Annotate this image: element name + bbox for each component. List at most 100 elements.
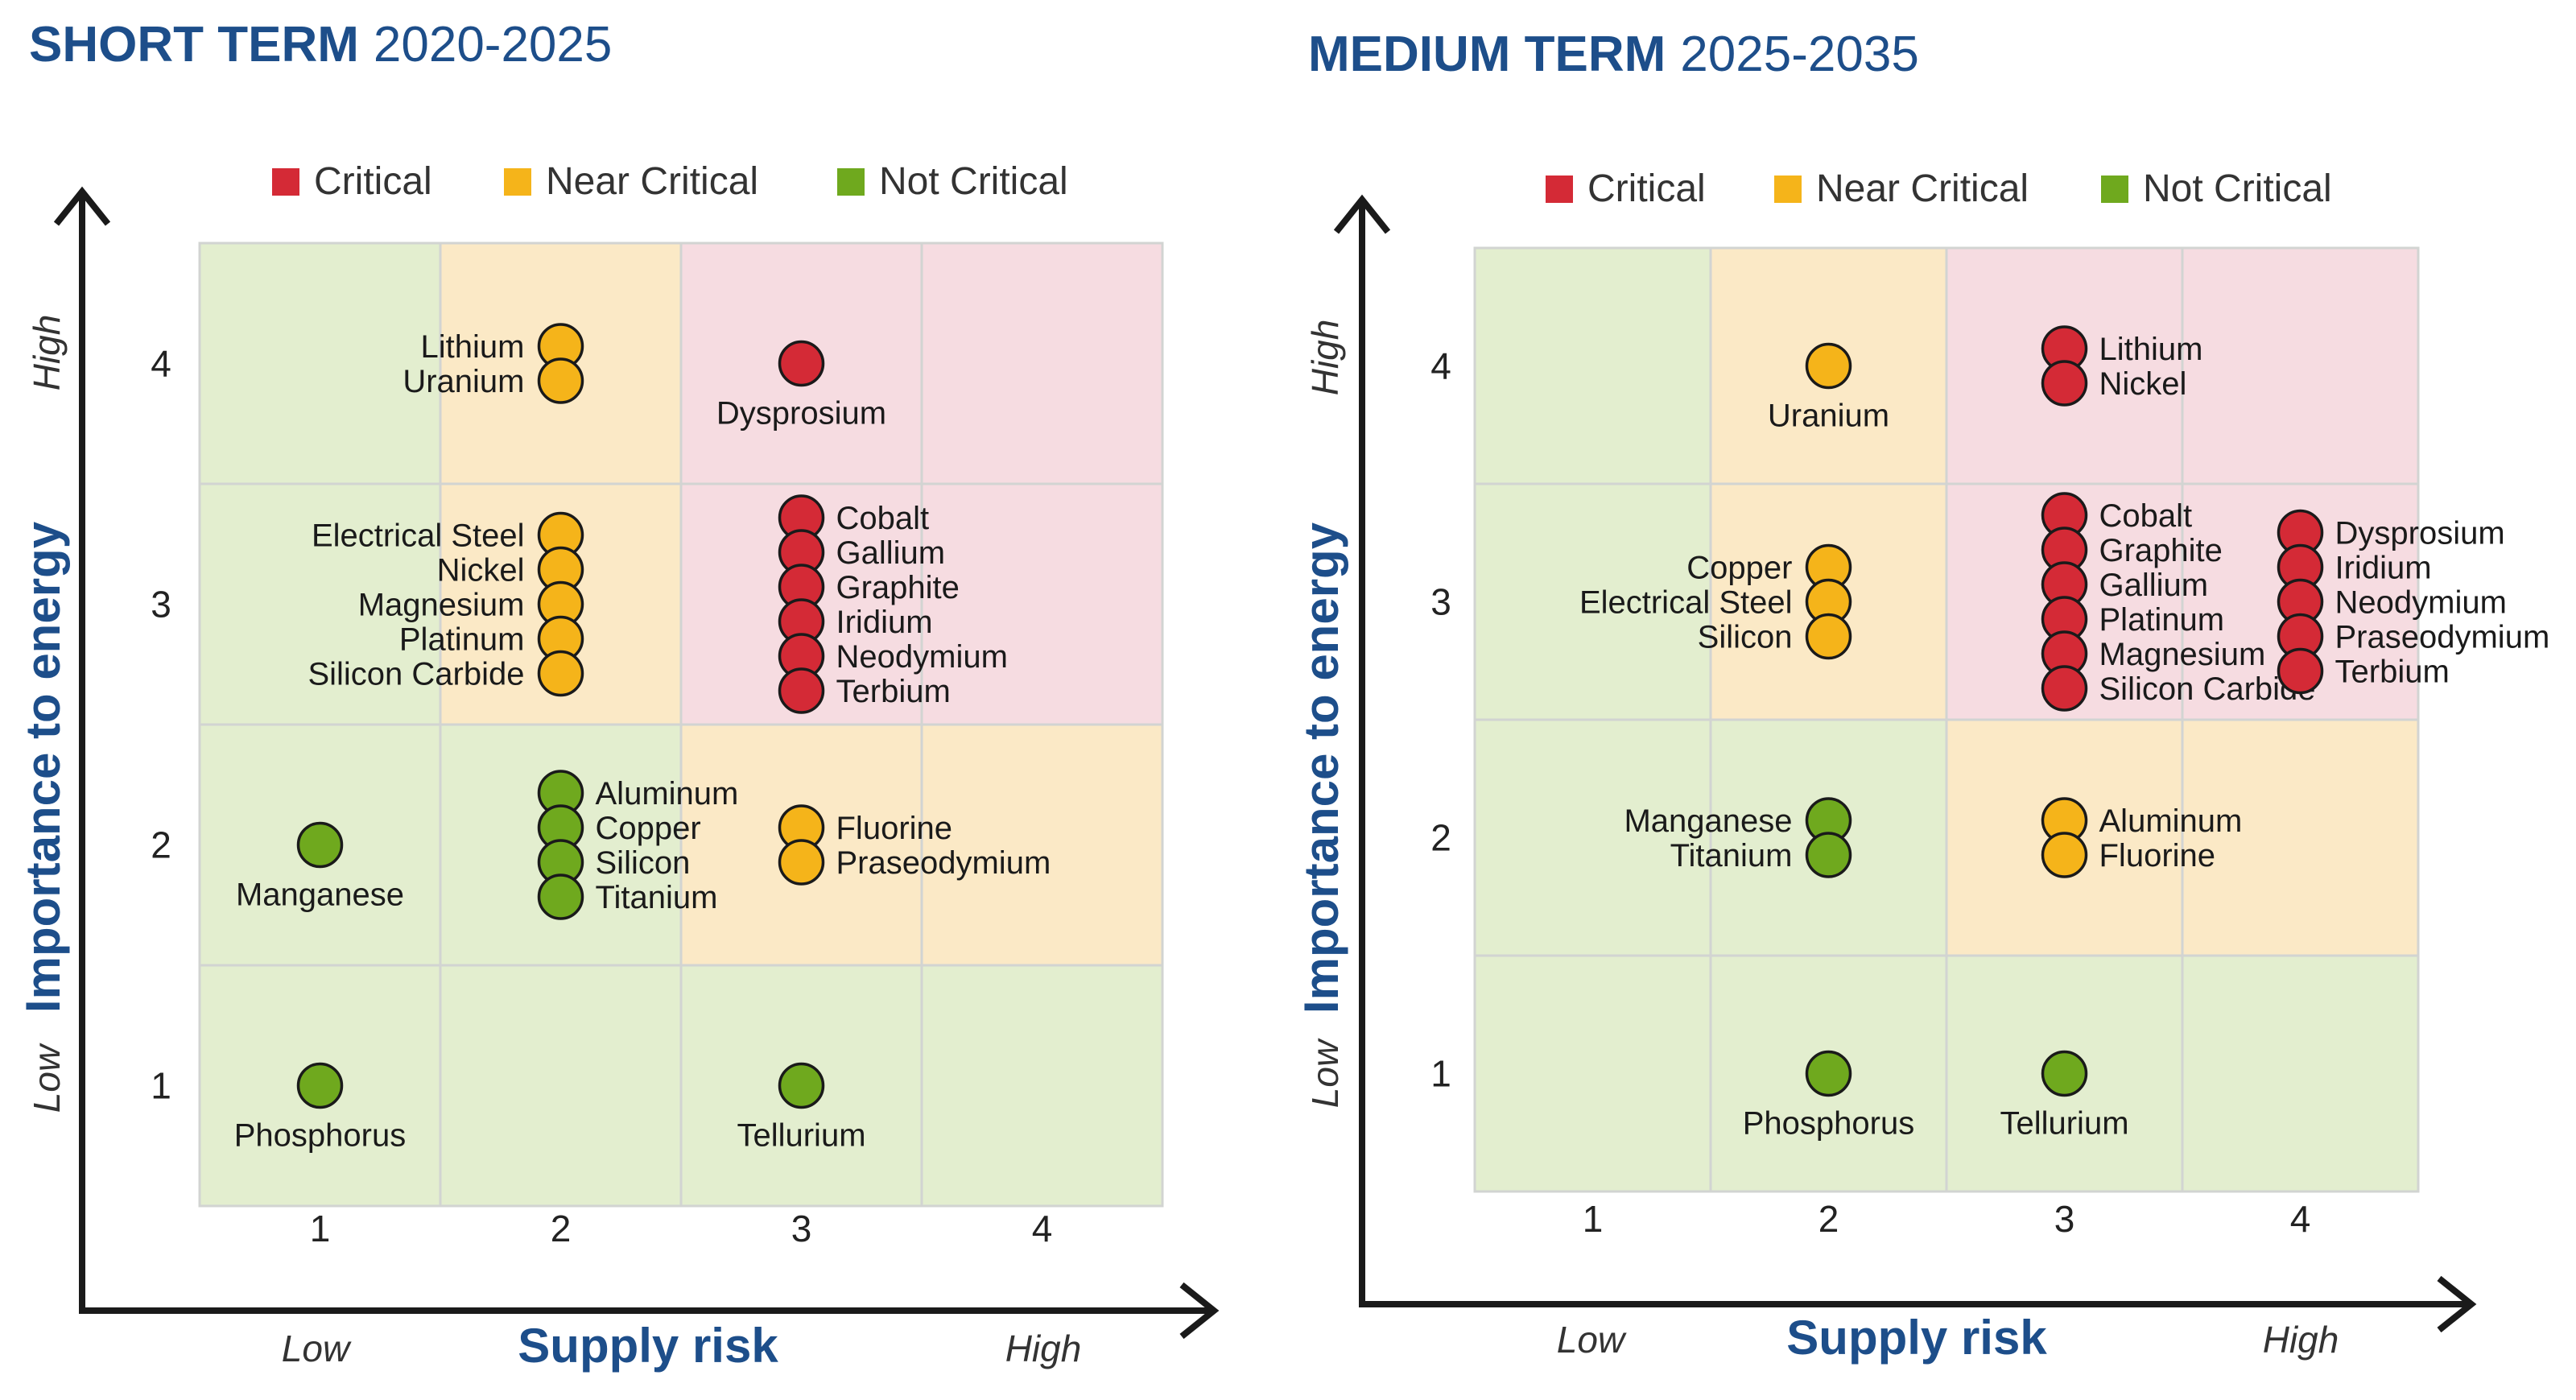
legend-swatch-near-critical [1774, 176, 1802, 203]
x-tick-label: 4 [1032, 1208, 1053, 1249]
chart-title: SHORT TERM [29, 17, 359, 72]
point-label: Fluorine [2099, 838, 2216, 873]
data-point [1805, 613, 1852, 660]
point-label: Nickel [437, 553, 525, 588]
point-label: Silicon [596, 845, 691, 881]
legend-label-critical: Critical [1587, 167, 1706, 210]
point-label: Manganese [1624, 803, 1792, 839]
zone-cell [1473, 718, 1712, 957]
point-label: Uranium [402, 364, 524, 399]
point-label: Lithium [421, 329, 525, 365]
point-label: Copper [596, 811, 701, 846]
x-tick-label: 1 [310, 1208, 331, 1249]
point-label: Magnesium [2099, 637, 2266, 672]
point-label: Titanium [1670, 838, 1793, 873]
data-point [2277, 647, 2324, 695]
point-label: Platinum [399, 622, 525, 658]
y-tick-label: 4 [151, 343, 171, 385]
legend-swatch-not-critical [837, 168, 865, 196]
point-label: Praseodymium [836, 845, 1051, 881]
data-point [537, 357, 584, 404]
y-tick-label: 1 [1430, 1053, 1451, 1095]
data-point [778, 1062, 825, 1109]
legend-swatch-critical [1546, 176, 1573, 203]
chart-title: MEDIUM TERM [1308, 27, 1666, 82]
y-tick-label: 2 [1430, 817, 1451, 859]
x-tick-label: 3 [791, 1208, 812, 1249]
point-label: Nickel [2099, 366, 2187, 402]
point-label: Lithium [2099, 332, 2203, 367]
chart-subtitle: 2025-2035 [1680, 27, 1919, 82]
point-label: Phosphorus [1743, 1106, 1914, 1142]
point-label: Graphite [2099, 533, 2223, 568]
point-label: Graphite [836, 570, 960, 605]
data-point [778, 340, 825, 387]
point-label: Tellurium [2000, 1106, 2128, 1142]
zone-cell [920, 482, 1164, 726]
point-label: Gallium [836, 535, 946, 571]
point-label: Dysprosium [716, 396, 886, 432]
x-tick-label: 4 [2290, 1198, 2311, 1240]
data-point [2041, 665, 2088, 712]
zone-cell [920, 964, 1164, 1208]
legend-label-near-critical: Near Critical [1816, 167, 2029, 210]
zone-cell [2181, 954, 2420, 1193]
data-point [778, 839, 825, 886]
legend-label-critical: Critical [314, 160, 432, 203]
point-label: Manganese [236, 878, 404, 913]
x-axis-arrowhead [2437, 1275, 2477, 1333]
y-low-label: Low [1304, 1038, 1346, 1108]
point-label: Neodymium [836, 639, 1008, 675]
chart-panel-medium-term: MEDIUM TERM 2025-2035 Critical Near Critica… [1294, 27, 2549, 1365]
x-tick-label: 3 [2054, 1198, 2075, 1240]
y-low-label: Low [26, 1043, 68, 1113]
point-label: Aluminum [2099, 803, 2243, 839]
x-high-label: High [2263, 1319, 2339, 1361]
zone-cell [2181, 246, 2420, 485]
point-label: Praseodymium [2335, 620, 2550, 655]
point-label: Cobalt [836, 501, 930, 536]
x-axis-arrowhead [1179, 1282, 1220, 1340]
point-label: Terbium [2335, 655, 2450, 690]
legend-swatch-not-critical [2101, 176, 2128, 203]
y-tick-label: 1 [151, 1065, 171, 1107]
point-label: Electrical Steel [312, 518, 525, 554]
zone-cell [198, 482, 442, 726]
chart-subtitle: 2020-2025 [374, 17, 613, 72]
y-tick-label: 2 [151, 824, 171, 866]
data-point [1805, 832, 1852, 878]
x-low-label: Low [1557, 1319, 1627, 1361]
y-high-label: High [26, 315, 68, 391]
point-label: Uranium [1768, 399, 1889, 434]
zone-cell [1473, 482, 1712, 721]
y-axis-arrowhead [53, 186, 111, 226]
data-point [296, 821, 344, 869]
zone-cell [920, 723, 1164, 967]
data-point [778, 667, 825, 714]
x-high-label: High [1005, 1328, 1082, 1369]
zone-cell [1473, 246, 1712, 485]
y-axis-arrowhead [1333, 194, 1391, 234]
point-label: Gallium [2099, 568, 2209, 603]
point-label: Iridium [2335, 551, 2432, 586]
y-axis-title: Importance to energy [16, 521, 70, 1013]
zone-cell [439, 964, 683, 1208]
x-axis-title: Supply risk [518, 1319, 778, 1373]
x-tick-label: 1 [1583, 1198, 1604, 1240]
point-label: Silicon [1698, 620, 1793, 655]
point-label: Titanium [596, 880, 718, 915]
data-point [296, 1062, 344, 1109]
legend-label-near-critical: Near Critical [546, 160, 758, 203]
point-label: Silicon Carbide [308, 657, 524, 692]
point-label: Iridium [836, 605, 933, 640]
point-label: Dysprosium [2335, 516, 2505, 551]
data-point [2041, 1050, 2088, 1097]
y-tick-label: 3 [1430, 581, 1451, 623]
point-label: Electrical Steel [1579, 585, 1793, 621]
point-label: Platinum [2099, 602, 2225, 638]
point-label: Cobalt [2099, 498, 2193, 534]
zone-cell [1473, 954, 1712, 1193]
data-point [537, 650, 584, 697]
y-tick-label: 4 [1430, 345, 1451, 387]
data-point [1805, 1050, 1852, 1097]
